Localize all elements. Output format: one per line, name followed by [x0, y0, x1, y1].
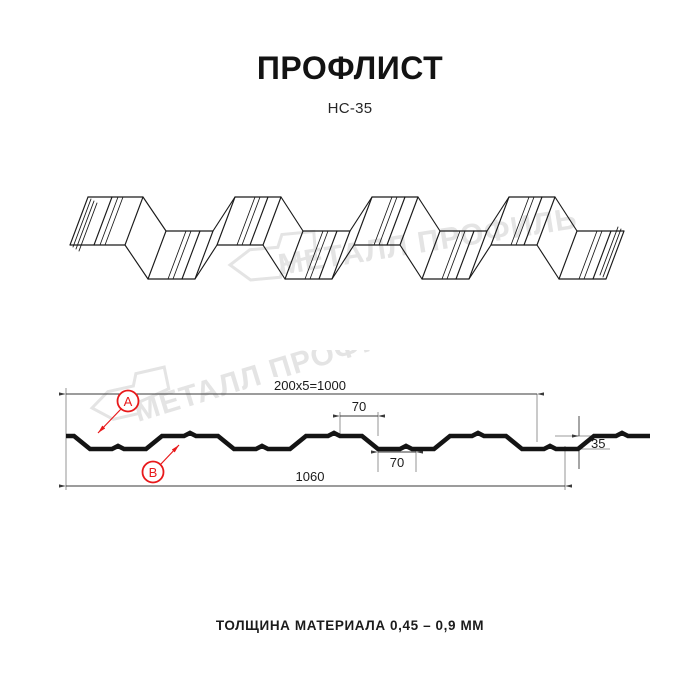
dimension-label-valley-width: 70 — [390, 455, 404, 470]
page-title: ПРОФЛИСТ — [256, 50, 444, 86]
page-footer: ТОЛЩИНА МАТЕРИАЛА 0,45 – 0,9 ММ — [0, 618, 700, 633]
stiffener-rib-lines — [99, 196, 603, 280]
callout-b: B — [141, 444, 180, 484]
svg-text:МЕТАЛЛ ПРОФИЛЬ: МЕТАЛЛ ПРОФИЛЬ — [276, 202, 580, 282]
section-drawing: МЕТАЛЛ ПРОФИЛЬ — [58, 350, 650, 490]
dimension-overall-pitch: 200x5=1000 — [58, 377, 545, 396]
callout-b-circle — [141, 460, 165, 484]
callout-a-label: A — [124, 394, 133, 409]
product-code: НС-35 — [327, 99, 373, 117]
dimension-profile-height: 35 — [571, 416, 605, 469]
dimension-label-profile-height: 35 — [591, 436, 605, 451]
watermark-metall-profil-top: МЕТАЛЛ ПРОФИЛЬ — [227, 202, 580, 282]
sheet-edge-thickness-right — [599, 226, 622, 278]
isometric-drawing: МЕТАЛЛ ПРОФИЛЬ — [69, 196, 625, 282]
callout-a: A — [97, 389, 140, 434]
dimension-crest-width: 70 — [332, 398, 386, 418]
section-view: МЕТАЛЛ ПРОФИЛЬ — [50, 350, 650, 515]
sheet-body — [69, 196, 625, 280]
dimension-label-crest-width: 70 — [352, 399, 366, 414]
dimension-overall-width: 1060 — [58, 468, 573, 488]
sheet-edge-thickness — [72, 198, 98, 252]
dimension-valley-width: 70 — [370, 450, 424, 470]
page-header: ПРОФЛИСТ НС-35 — [0, 50, 700, 117]
thickness-note: ТОЛЩИНА МАТЕРИАЛА 0,45 – 0,9 ММ — [215, 618, 485, 633]
fold-lines — [93, 196, 612, 280]
callout-b-label: B — [149, 465, 158, 480]
dimension-label-overall-pitch: 200x5=1000 — [274, 378, 346, 393]
dimension-label-overall-width: 1060 — [296, 469, 325, 484]
isometric-view: МЕТАЛЛ ПРОФИЛЬ — [50, 170, 650, 330]
callout-a-circle — [116, 389, 140, 413]
profile-outline — [66, 430, 650, 452]
